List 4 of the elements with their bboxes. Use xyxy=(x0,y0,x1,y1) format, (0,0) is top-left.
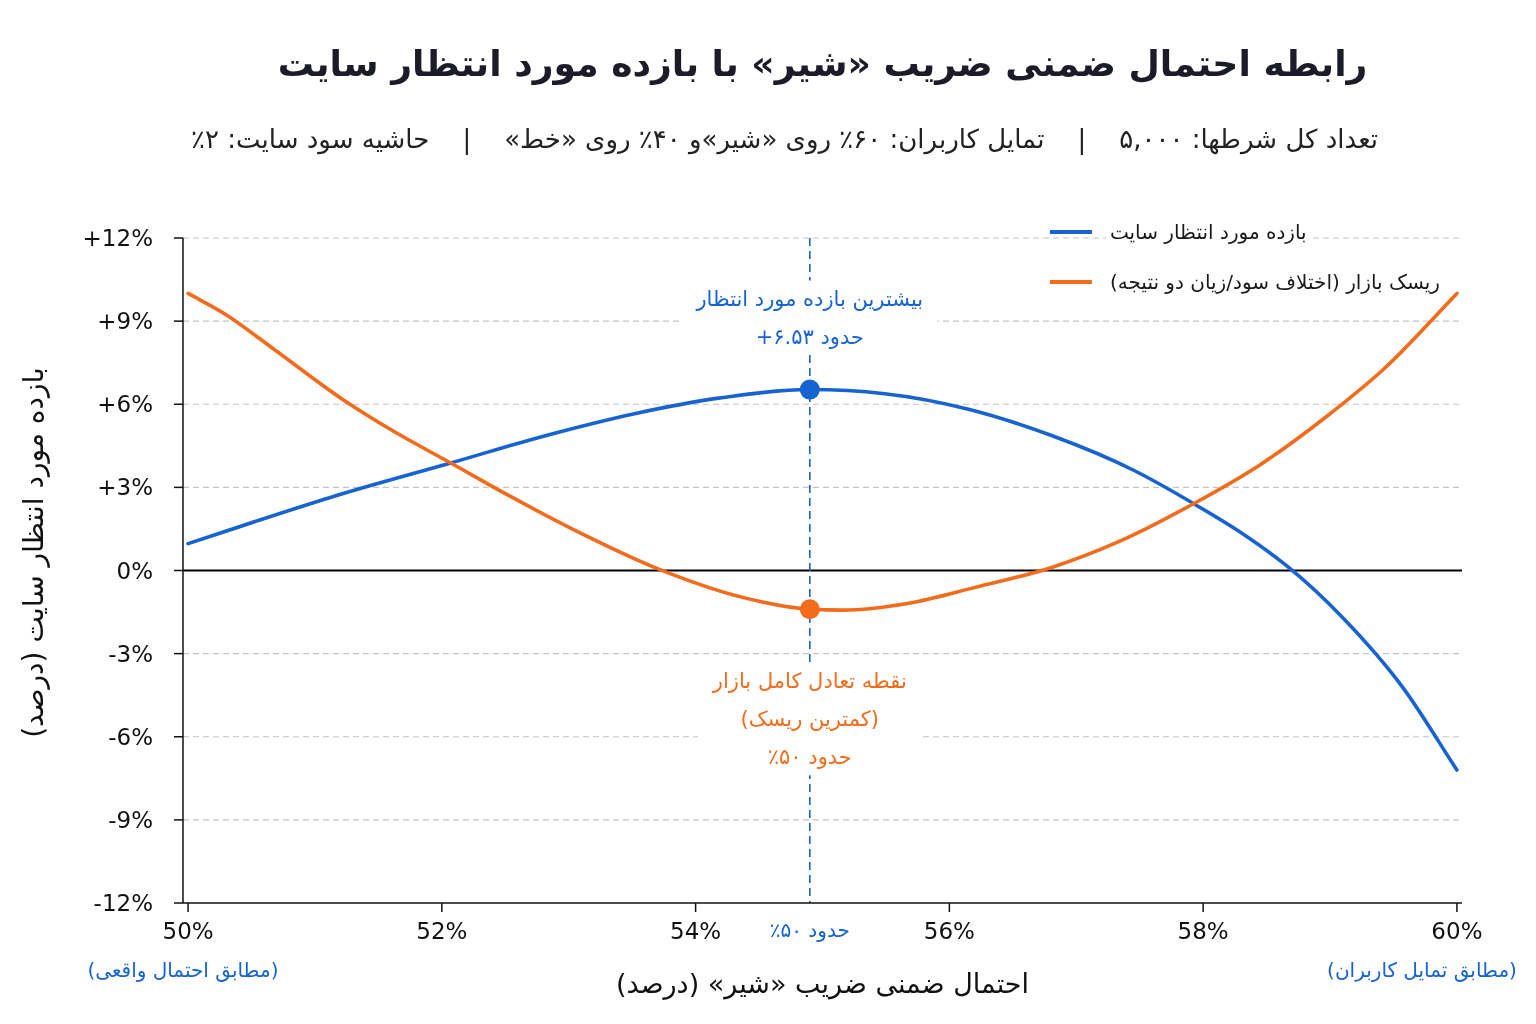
subtitle: تعداد کل شرطها: ۵,۰۰۰ | تمایل کاربران: ۶۰٪ روی «شیر»و ۴۰٪ روی «خط» | حاشیه سود سایت: ۲٪ xyxy=(191,124,1378,154)
title: رابطه احتمال ضمنی ضریب «شیر» با بازده مورد انتظار سایت xyxy=(277,42,1368,85)
annotation: نقطه تعادل کامل بازار (کمترین ریسک) حدود ۵۰٪ xyxy=(712,669,907,770)
annotation: بیشترین بازده مورد انتظار حدود ۶.۵۳+ xyxy=(696,286,924,349)
